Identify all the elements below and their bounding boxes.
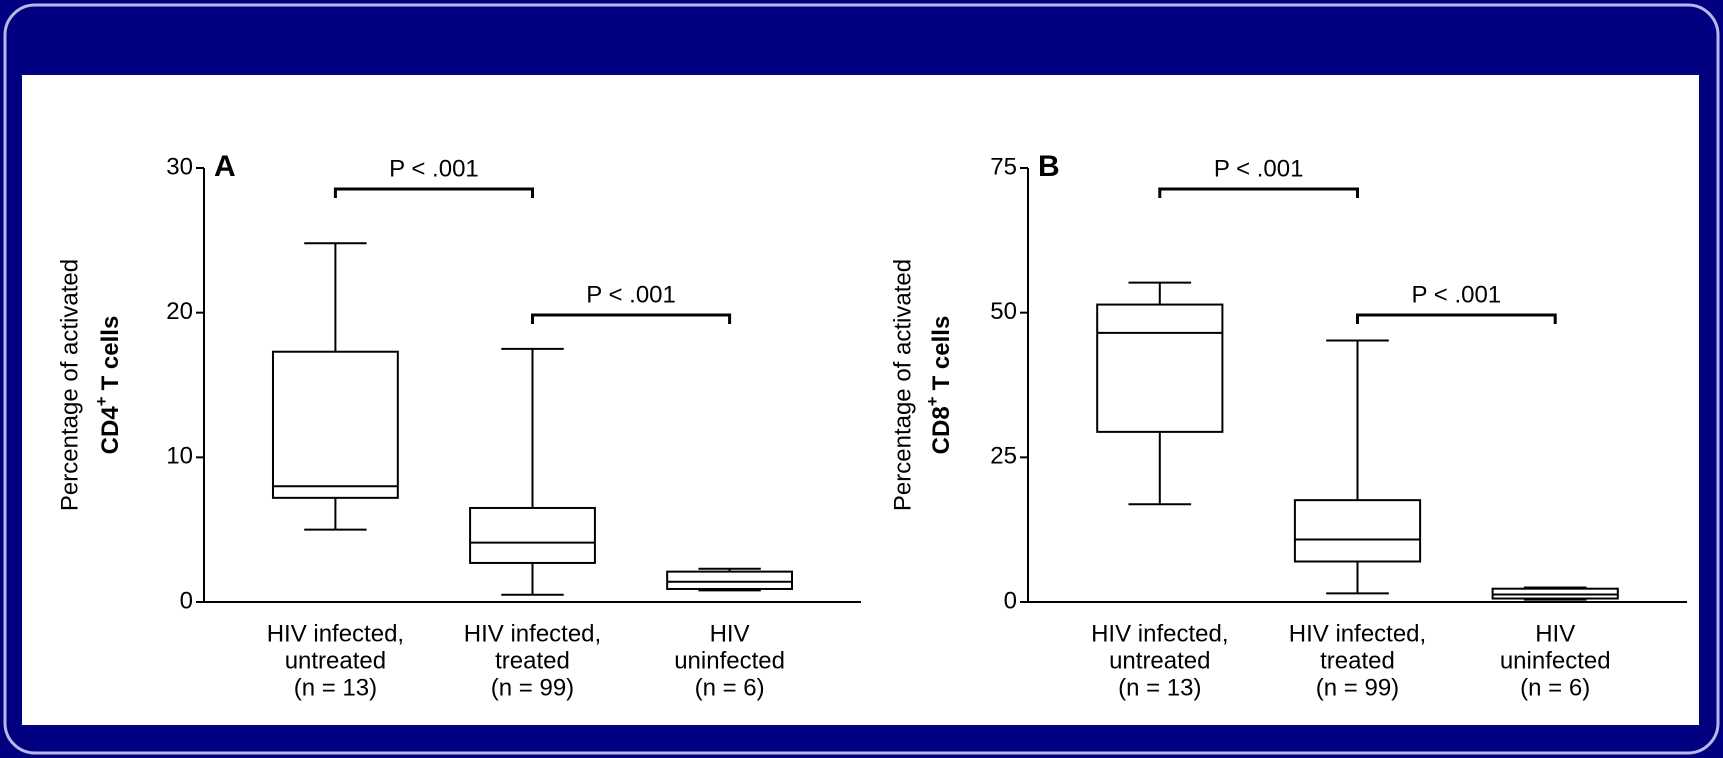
x-tick-label: treated [495,647,570,674]
x-tick-label: HIV infected, [1289,620,1426,647]
y-axis-label-part: T cells [97,316,124,391]
box [1096,303,1224,433]
x-tick-label: HIV infected, [1091,620,1228,647]
panel-label: A [214,150,236,183]
y-axis-label: CD8+ T cells [923,316,955,455]
y-tick-label: 10 [166,443,193,470]
y-axis-label-part: CD8 [928,406,955,454]
x-tick-label: untreated [285,647,386,674]
x-tick-label: treated [1320,647,1395,674]
significance-bracket [531,313,732,324]
significance-label: P < .001 [389,155,479,182]
box [1293,499,1422,563]
y-axis-label-part: T cells [928,316,955,391]
y-axis-label: Percentage of activated [56,259,83,511]
significance-bracket [333,187,534,198]
y-tick-label: 0 [1004,587,1017,614]
significance-label: P < .001 [1412,281,1502,308]
box [469,506,596,564]
slide-frame [3,3,1720,755]
x-tick-label: HIV infected, [267,620,404,647]
x-tick-label: HIV [1535,620,1575,647]
y-axis-label: Percentage of activated [889,259,916,511]
x-tick-label: (n = 6) [1520,674,1590,701]
y-tick-label: 20 [166,298,193,325]
y-tick-label: 25 [990,443,1017,470]
y-axis-label: CD4+ T cells [92,316,124,455]
significance-label: P < .001 [1214,155,1304,182]
y-tick-label: 30 [166,153,193,180]
x-tick-label: untreated [1109,647,1210,674]
y-tick-label: 75 [990,153,1017,180]
y-axis-label-part: CD4 [97,406,124,455]
y-tick-label: 50 [990,298,1017,325]
x-tick-label: (n = 99) [491,674,574,701]
y-tick-label: 0 [180,587,193,614]
significance-bracket [1356,313,1557,324]
x-tick-label: (n = 13) [294,674,377,701]
significance-bracket [1158,187,1359,198]
x-tick-label: HIV [710,620,750,647]
x-tick-label: HIV infected, [464,620,601,647]
box [271,350,399,499]
x-tick-label: (n = 99) [1316,674,1399,701]
significance-label: P < .001 [586,281,676,308]
x-tick-label: (n = 6) [695,674,765,701]
y-axis-label-superscript: + [92,396,111,406]
panel-label: B [1038,150,1060,183]
box [666,570,794,590]
y-axis-label-superscript: + [923,396,942,406]
x-tick-label: (n = 13) [1118,674,1201,701]
x-tick-label: uninfected [674,647,785,674]
x-tick-label: uninfected [1500,647,1611,674]
